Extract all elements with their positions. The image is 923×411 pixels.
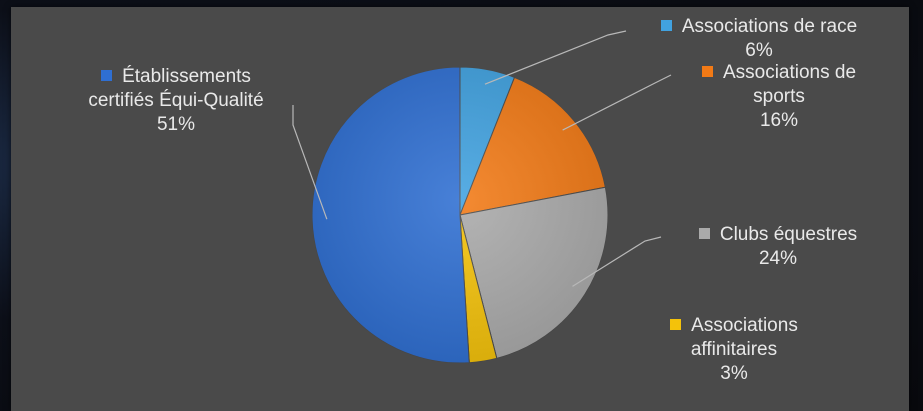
- slice-name: Associations affinitaires: [690, 315, 798, 360]
- leader-line: [484, 30, 627, 85]
- slice-name: Associations de sports: [722, 62, 857, 107]
- legend-swatch-clubs-equestres: [698, 228, 710, 239]
- slice-name: Établissements certifiés Équi-Qualité: [88, 66, 264, 111]
- slice-name: Clubs équestres: [719, 224, 858, 245]
- label-associations-affinitaires: Associations affinitaires 3%: [639, 314, 829, 386]
- label-associations-de-race: Associations de race 6%: [634, 15, 884, 63]
- slice-percent: 3%: [720, 363, 748, 384]
- legend-swatch-etablissements-certifies: [101, 70, 113, 81]
- label-associations-de-sports: Associations de sports 16%: [679, 61, 879, 133]
- pie-slices: [311, 66, 609, 364]
- chart-panel: Associations de race 6% Associations de …: [11, 7, 909, 411]
- leader-line: [572, 236, 662, 287]
- slice-percent: 6%: [745, 40, 773, 61]
- pie-slice-etablissements-certifies-equi-qualite: [311, 66, 470, 364]
- slice-percent: 51%: [156, 114, 196, 135]
- leader-lines: [292, 30, 672, 287]
- legend-swatch-associations-affinitaires: [670, 319, 682, 330]
- slice-name: Associations de race: [681, 16, 858, 37]
- slice-percent: 16%: [759, 110, 799, 131]
- legend-swatch-associations-de-sports: [701, 66, 713, 77]
- slice-percent: 24%: [758, 248, 798, 269]
- label-etablissements-certifies: Établissements certifiés Équi-Qualité 51…: [41, 65, 311, 137]
- leader-line: [562, 74, 672, 131]
- legend-swatch-associations-de-race: [660, 20, 672, 31]
- leader-line: [292, 105, 328, 220]
- label-clubs-equestres: Clubs équestres 24%: [668, 223, 888, 271]
